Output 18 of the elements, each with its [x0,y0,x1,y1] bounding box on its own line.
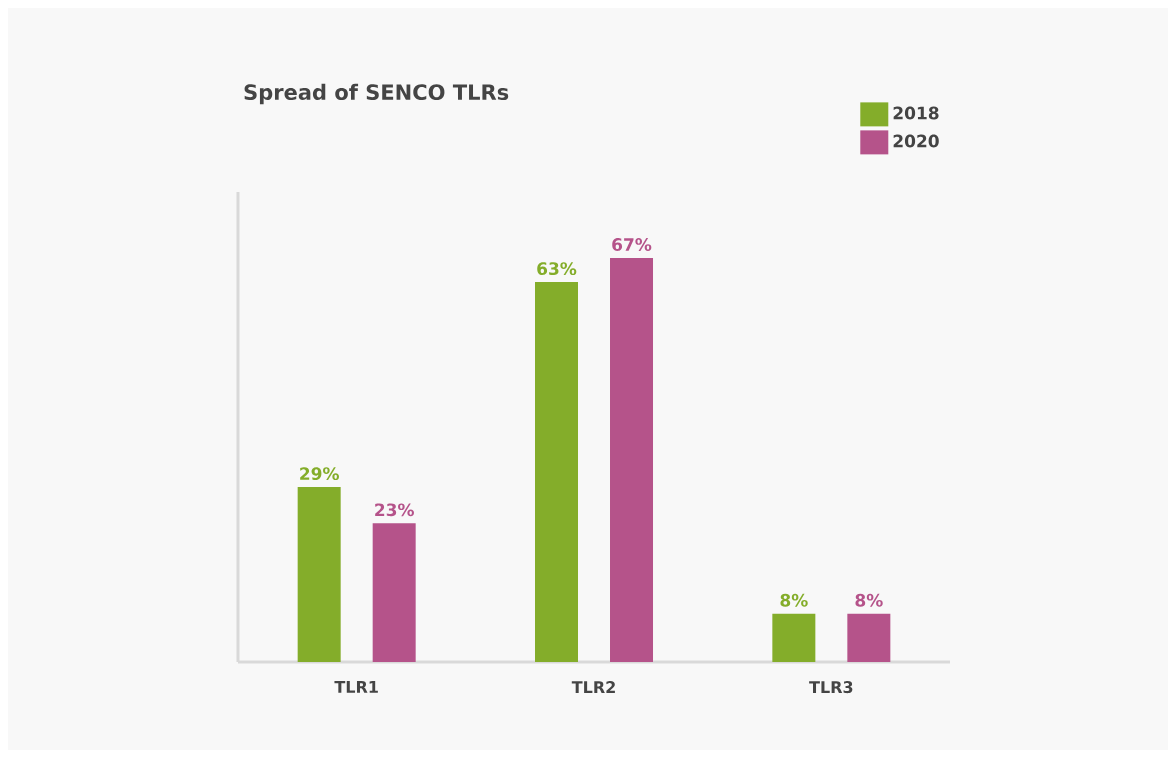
x-tick-label: TLR2 [571,681,615,693]
data-label: 29% [300,467,339,481]
bar [297,487,341,662]
data-label: 23% [375,503,414,517]
bar [847,613,891,662]
data-label: 8% [855,593,883,607]
data-label: 8% [780,593,808,607]
chart-title: Spread of SENCO TLRs [244,83,509,105]
bar [372,523,416,662]
bar [772,613,816,662]
bar [610,257,654,662]
data-label: 63% [537,262,577,276]
data-label: 67% [612,238,652,251]
x-tick-label: TLR3 [809,681,853,694]
legend-label: 2020 [893,134,939,148]
legend-label: 2018 [893,106,939,120]
x-tick-label: TLR1 [334,681,378,693]
bar [535,282,579,662]
